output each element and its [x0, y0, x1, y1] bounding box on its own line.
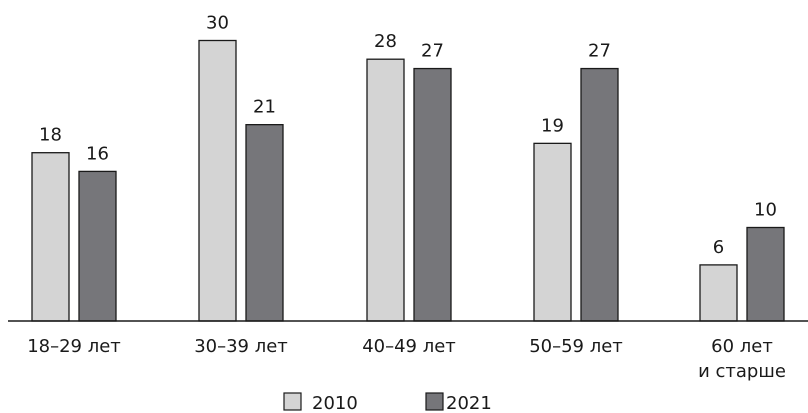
bar-2021-0	[78, 170, 117, 322]
bar-value-label: 27	[421, 41, 444, 62]
bar-2010-1	[198, 39, 237, 322]
legend-label-2021: 2021	[446, 393, 492, 413]
bar-2021-2	[413, 67, 452, 322]
bar-2010-4	[699, 264, 738, 322]
bar-2021-4	[746, 226, 785, 322]
x-tick-label: 30–39 лет	[194, 336, 288, 357]
legend-swatch-2010	[283, 392, 302, 411]
bar-value-label: 16	[86, 143, 109, 164]
bar-2010-0	[31, 152, 70, 322]
bar-value-label: 21	[253, 97, 276, 118]
bar-value-label: 30	[206, 13, 229, 34]
bar-2021-3	[580, 67, 619, 322]
bar-2021-1	[245, 124, 284, 322]
legend-label-2010: 2010	[312, 393, 358, 413]
x-tick-label: 40–49 лет	[362, 336, 456, 357]
bar-value-label: 27	[588, 41, 611, 62]
bar-2010-2	[366, 58, 405, 322]
x-tick-label: 60 лет	[711, 336, 773, 357]
bar-value-label: 18	[39, 125, 62, 146]
bar-value-label: 28	[374, 31, 397, 52]
bar-value-label: 19	[541, 115, 564, 136]
legend-swatch-2021	[425, 392, 444, 411]
bar-value-label: 10	[754, 200, 777, 221]
x-tick-label: и старше	[698, 361, 786, 382]
x-tick-label: 50–59 лет	[529, 336, 623, 357]
bar-value-label: 6	[713, 237, 724, 258]
x-tick-label: 18–29 лет	[27, 336, 121, 357]
bar-2010-3	[533, 142, 572, 322]
